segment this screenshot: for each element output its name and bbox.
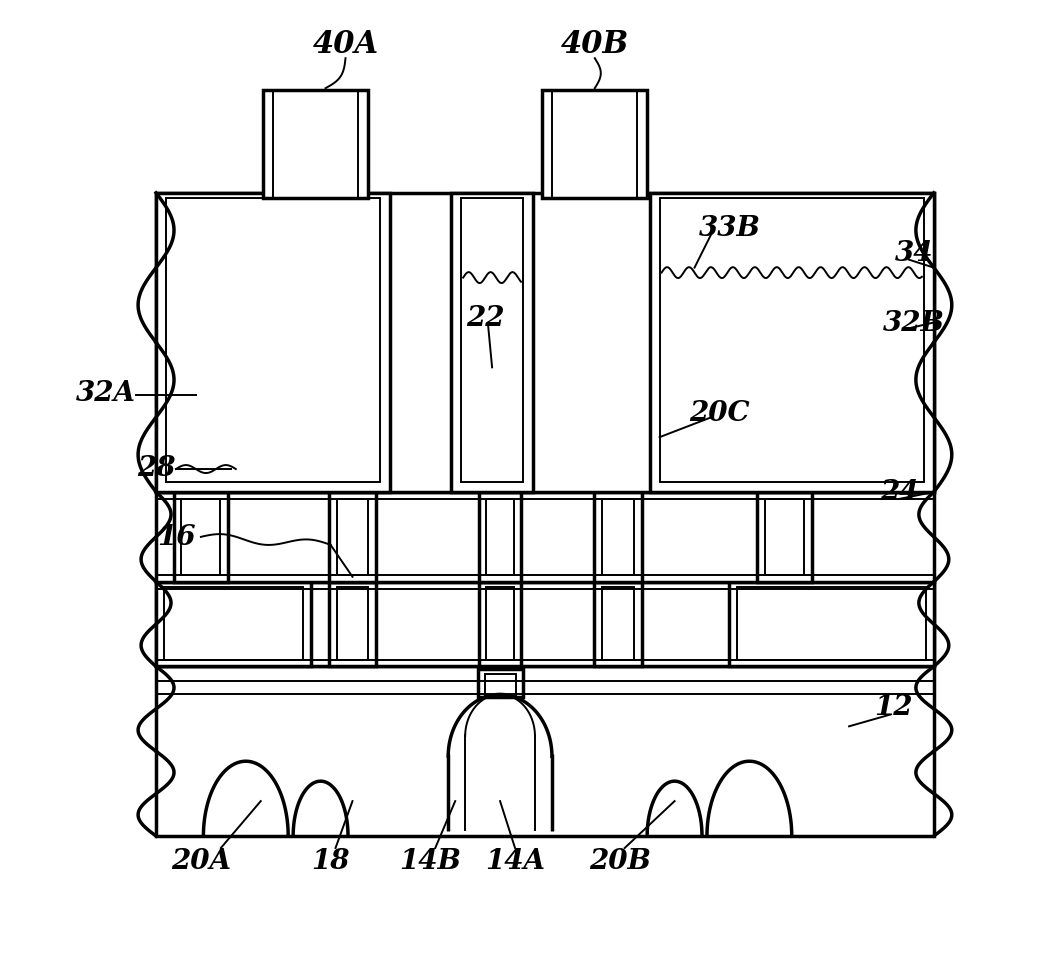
Text: 18: 18 bbox=[311, 848, 350, 874]
Bar bbox=[263, 91, 368, 198]
Bar bbox=[328, 582, 377, 667]
Bar bbox=[660, 198, 924, 483]
Bar bbox=[478, 670, 523, 698]
Bar bbox=[156, 667, 934, 836]
Bar bbox=[156, 492, 934, 582]
Text: 28: 28 bbox=[137, 454, 176, 481]
Bar bbox=[451, 193, 533, 492]
Bar bbox=[166, 198, 381, 483]
Text: 34: 34 bbox=[894, 240, 933, 267]
Text: 22: 22 bbox=[466, 305, 504, 331]
Bar bbox=[593, 582, 642, 667]
Text: 12: 12 bbox=[874, 693, 913, 720]
Bar bbox=[650, 193, 934, 492]
Text: 40B: 40B bbox=[561, 28, 629, 60]
Bar bbox=[328, 492, 377, 582]
Bar bbox=[156, 582, 934, 667]
Text: 32B: 32B bbox=[883, 310, 945, 337]
Bar bbox=[182, 499, 220, 575]
Text: 32A: 32A bbox=[76, 379, 136, 406]
Bar bbox=[765, 499, 804, 575]
Text: 14B: 14B bbox=[400, 848, 461, 874]
Text: 14A: 14A bbox=[485, 848, 545, 874]
Text: 20A: 20A bbox=[170, 848, 231, 874]
Bar bbox=[164, 587, 303, 659]
Bar bbox=[337, 499, 368, 575]
Bar bbox=[602, 499, 633, 575]
Bar bbox=[729, 582, 934, 667]
Bar bbox=[461, 198, 523, 483]
Bar bbox=[543, 91, 647, 198]
Bar bbox=[737, 587, 926, 659]
Text: 40A: 40A bbox=[312, 28, 379, 60]
Bar bbox=[174, 492, 228, 582]
Bar bbox=[479, 582, 521, 667]
Bar bbox=[479, 492, 521, 582]
Bar bbox=[602, 587, 633, 659]
Bar bbox=[156, 582, 310, 667]
Bar bbox=[156, 193, 934, 492]
Text: 24: 24 bbox=[879, 479, 918, 506]
Text: 33B: 33B bbox=[699, 215, 761, 242]
Text: 20B: 20B bbox=[589, 848, 651, 874]
Bar bbox=[593, 492, 642, 582]
Bar bbox=[485, 675, 515, 698]
Text: 20C: 20C bbox=[689, 400, 750, 426]
Bar bbox=[156, 193, 390, 492]
Bar bbox=[486, 587, 514, 659]
Text: 16: 16 bbox=[157, 524, 196, 551]
Bar bbox=[486, 499, 514, 575]
Bar bbox=[756, 492, 812, 582]
Bar bbox=[337, 587, 368, 659]
